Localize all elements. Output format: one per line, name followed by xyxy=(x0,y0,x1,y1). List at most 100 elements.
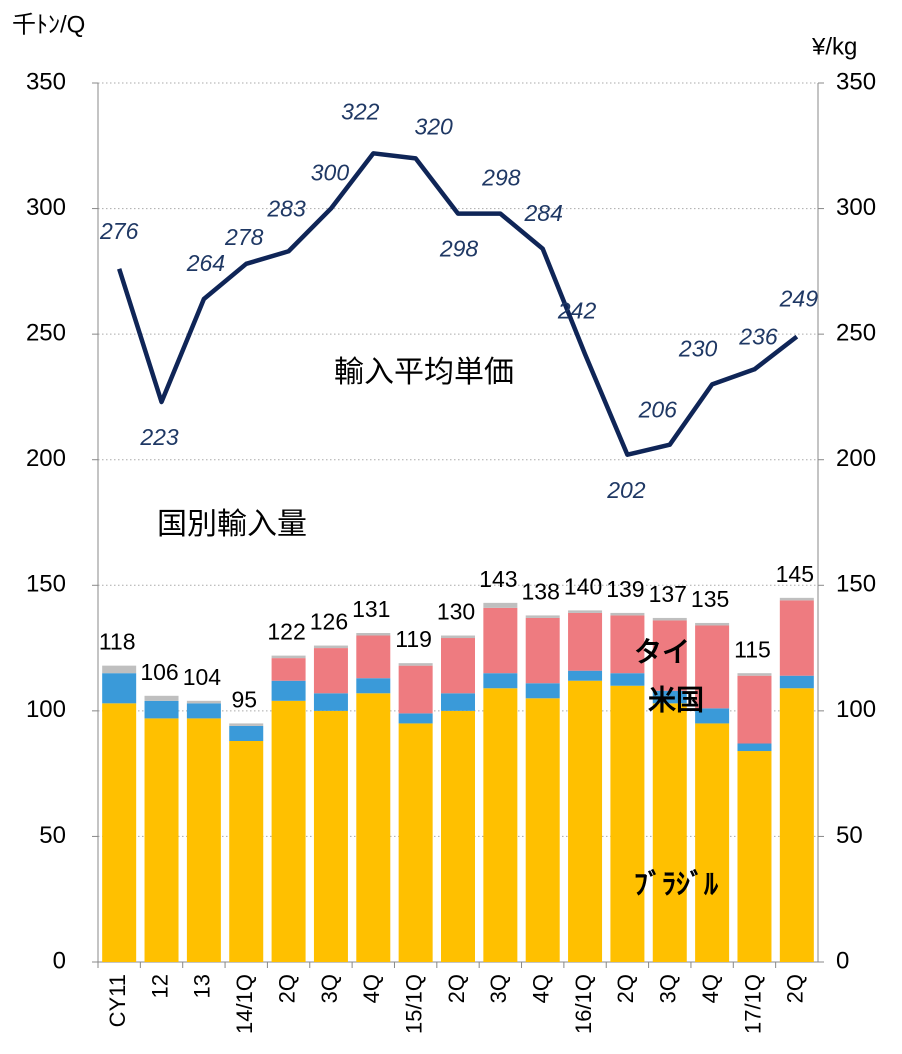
total-label: 145 xyxy=(776,561,814,587)
bar-segment xyxy=(271,680,306,701)
line-value-label: 276 xyxy=(99,218,139,244)
bar-segment xyxy=(779,597,814,601)
x-tick-label: 16/1Q xyxy=(571,974,596,1034)
line-value-label: 223 xyxy=(139,424,179,450)
bar-segment xyxy=(737,751,772,962)
y2-tick-label: 350 xyxy=(836,68,876,95)
x-tick-label: 2Q xyxy=(613,974,638,1003)
total-label: 140 xyxy=(564,573,602,599)
bar-segment xyxy=(271,655,306,659)
bar-segment xyxy=(313,648,348,694)
x-tick-label: 2Q xyxy=(783,974,808,1003)
bar-segment xyxy=(356,635,391,679)
total-label: 139 xyxy=(606,576,644,602)
bar-segment xyxy=(398,665,433,714)
x-tick-label: 15/1Q xyxy=(401,974,426,1034)
bar-segment xyxy=(144,700,179,719)
bar-segment xyxy=(568,612,603,671)
bar-segment xyxy=(102,673,137,704)
annotation: 国別輸入量 xyxy=(157,508,307,541)
bar-segment xyxy=(186,703,221,719)
x-tick-label: 17/1Q xyxy=(740,974,765,1034)
bar-segment xyxy=(186,700,221,704)
total-label: 137 xyxy=(649,581,687,607)
line-value-label: 300 xyxy=(311,160,350,186)
bar-segment xyxy=(313,710,348,962)
line-value-label: 264 xyxy=(186,250,225,276)
bar-segment xyxy=(610,612,645,616)
bar-segment xyxy=(398,663,433,666)
x-tick-label: 3Q xyxy=(656,974,681,1003)
y2-tick-label: 300 xyxy=(836,194,876,221)
bar-segment xyxy=(229,723,264,726)
bar-segment xyxy=(483,602,518,608)
line-value-label: 278 xyxy=(224,224,264,250)
bar-segment xyxy=(610,685,645,962)
x-tick-label: 12 xyxy=(147,974,172,998)
y-axis-label: 千ﾄﾝ/Q xyxy=(12,11,85,38)
bar-segment xyxy=(229,725,264,741)
bar-segment xyxy=(483,607,518,674)
line-value-label: 230 xyxy=(678,335,718,361)
line-value-label: 320 xyxy=(414,113,453,139)
bar-segment xyxy=(398,723,433,962)
y2-tick-label: 50 xyxy=(836,822,863,849)
x-tick-label: 4Q xyxy=(359,974,384,1003)
line-value-label: 298 xyxy=(481,165,521,191)
bar-segment xyxy=(356,633,391,636)
bar-segment xyxy=(737,673,772,676)
bar-segment xyxy=(695,625,730,709)
bar-segment xyxy=(313,645,348,649)
bar-segment xyxy=(779,688,814,962)
bar-segment xyxy=(610,673,645,686)
bar-segment xyxy=(525,683,560,699)
y-tick-label: 200 xyxy=(26,445,66,472)
x-tick-label: 14/1Q xyxy=(232,974,257,1034)
y2-tick-label: 150 xyxy=(836,571,876,598)
bar-segment xyxy=(568,680,603,962)
bar-segment xyxy=(652,617,687,621)
y2-tick-label: 200 xyxy=(836,445,876,472)
total-label: 135 xyxy=(691,586,729,612)
bar-segment xyxy=(441,693,475,711)
x-tick-label: 2Q xyxy=(444,974,469,1003)
bar-segment xyxy=(356,693,391,962)
bar-segment xyxy=(356,678,391,694)
y-tick-label: 300 xyxy=(26,194,66,221)
line-value-label: 202 xyxy=(606,477,646,503)
y-tick-label: 50 xyxy=(39,822,66,849)
y-tick-label: 100 xyxy=(26,696,66,723)
bar-segment xyxy=(652,703,687,962)
bar-segment xyxy=(779,675,814,689)
bar-segment xyxy=(186,718,221,962)
x-tick-label: 4Q xyxy=(698,974,723,1003)
y2-tick-label: 100 xyxy=(836,696,876,723)
bar-segment xyxy=(652,620,687,691)
line-value-label: 284 xyxy=(524,200,563,226)
y2-tick-label: 250 xyxy=(836,319,876,346)
y2-axis-label: ¥/kg xyxy=(811,33,857,60)
bar-segment xyxy=(568,670,603,681)
bar-segment xyxy=(441,710,475,962)
bar-segment xyxy=(737,675,772,744)
bar-segment xyxy=(525,617,560,684)
bar-segment xyxy=(102,703,137,962)
bar-segment xyxy=(102,665,137,674)
series-label: タイ xyxy=(634,636,690,667)
bar-segment xyxy=(568,610,603,613)
bar-segment xyxy=(737,743,772,752)
bar-segment xyxy=(525,698,560,962)
bar-segment xyxy=(652,690,687,704)
line xyxy=(117,151,799,457)
line-value-label: 249 xyxy=(779,286,819,312)
bar-segment xyxy=(144,718,179,962)
y-tick-label: 250 xyxy=(26,319,66,346)
x-tick-label: 13 xyxy=(190,974,215,998)
total-label: 106 xyxy=(140,659,178,685)
line-value-label: 283 xyxy=(266,195,306,221)
y-tick-label: 150 xyxy=(26,571,66,598)
line-value-label: 322 xyxy=(341,98,380,124)
y2-tick-label: 0 xyxy=(836,947,849,974)
bar-segment xyxy=(695,622,730,626)
